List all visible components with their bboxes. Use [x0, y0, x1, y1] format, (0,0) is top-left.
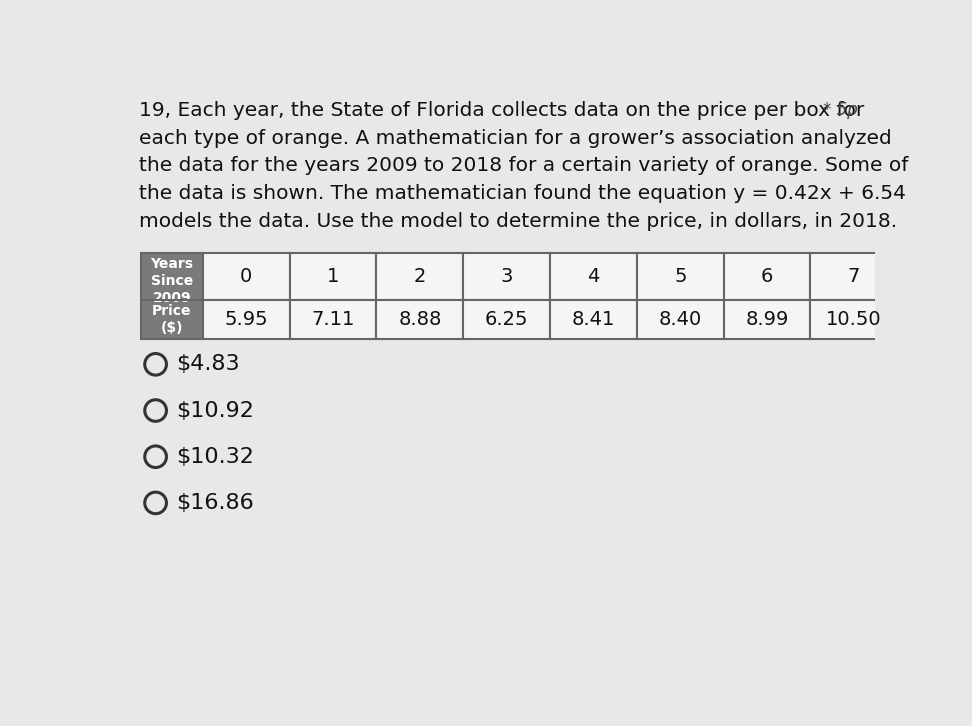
Text: 7: 7: [848, 267, 860, 286]
Bar: [550, 301, 637, 339]
Text: Years
Since
2009: Years Since 2009: [151, 257, 193, 305]
Bar: [550, 253, 637, 301]
Text: 0: 0: [240, 267, 253, 286]
Text: $4.83: $4.83: [176, 354, 239, 375]
Text: 6.25: 6.25: [485, 310, 529, 329]
Bar: [290, 301, 376, 339]
Text: 5.95: 5.95: [225, 310, 268, 329]
Text: 3: 3: [501, 267, 513, 286]
Bar: [464, 253, 550, 301]
Text: 19, Each year, the State of Florida collects data on the price per box for: 19, Each year, the State of Florida coll…: [139, 101, 864, 120]
Text: 6: 6: [761, 267, 774, 286]
Bar: [376, 253, 464, 301]
Text: 8.40: 8.40: [659, 310, 702, 329]
Text: 10.50: 10.50: [826, 310, 882, 329]
Text: Price
($): Price ($): [153, 304, 191, 335]
Text: $16.86: $16.86: [176, 493, 254, 513]
Text: the data is shown. The mathematician found the equation y = 0.42x + 6.54: the data is shown. The mathematician fou…: [139, 184, 906, 203]
Text: 8.88: 8.88: [399, 310, 441, 329]
Text: 5: 5: [674, 267, 686, 286]
Bar: [464, 301, 550, 339]
Text: the data for the years 2009 to 2018 for a certain variety of orange. Some of: the data for the years 2009 to 2018 for …: [139, 156, 908, 176]
Bar: [724, 301, 811, 339]
Bar: [637, 301, 724, 339]
Text: $10.92: $10.92: [176, 401, 254, 420]
Text: 7.11: 7.11: [311, 310, 355, 329]
Text: 8.99: 8.99: [746, 310, 788, 329]
Bar: [203, 301, 290, 339]
Bar: [376, 301, 464, 339]
Bar: [637, 253, 724, 301]
Text: $10.32: $10.32: [176, 446, 254, 467]
Bar: [290, 253, 376, 301]
Text: 2: 2: [414, 267, 426, 286]
Bar: [724, 253, 811, 301]
Text: 4: 4: [587, 267, 600, 286]
Bar: [203, 253, 290, 301]
Text: each type of orange. A mathematician for a grower’s association analyzed: each type of orange. A mathematician for…: [139, 129, 891, 147]
Bar: [141, 253, 203, 339]
Text: models the data. Use the model to determine the price, in dollars, in 2018.: models the data. Use the model to determ…: [139, 212, 897, 231]
Text: * 5p: * 5p: [823, 101, 857, 119]
Bar: [811, 301, 897, 339]
Text: 8.41: 8.41: [572, 310, 615, 329]
Text: 1: 1: [327, 267, 339, 286]
Bar: [811, 253, 897, 301]
